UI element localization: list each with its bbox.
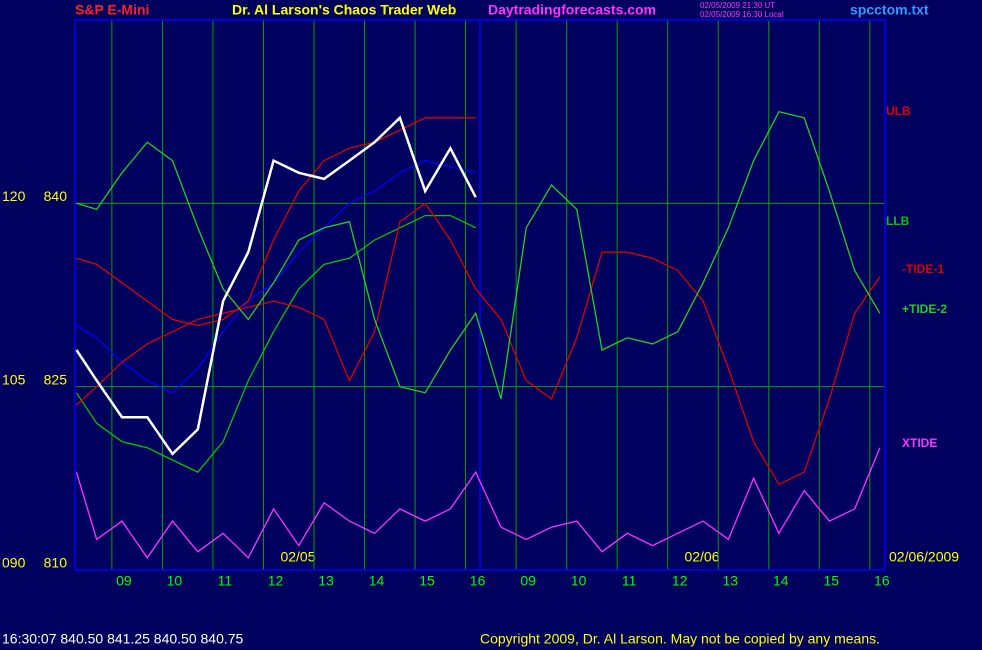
x-tick-label: 16 [874,573,890,589]
x-tick-label: 10 [571,573,587,589]
y2-tick-label: 105 [2,371,26,387]
x-tick-label: 15 [419,573,435,589]
date-label: 02/06 [684,549,719,565]
chart-title: Dr. Al Larson's Chaos Trader Web [232,2,456,18]
y2-tick-label: 090 [2,555,26,571]
x-tick-label: 13 [722,573,738,589]
file-name: spcctom.txt [850,2,929,18]
series-line [75,115,477,456]
x-tick-label: 14 [773,573,789,589]
x-tick-label: 10 [167,573,183,589]
series-line [76,202,881,486]
site: Daytradingforecasts.com [488,2,656,18]
legend-label: LLB [886,214,910,228]
y-tick-label: 810 [44,555,68,571]
timestamp-local: 02/05/2009 16:30 Local [700,10,784,19]
date-label: 02/06/2009 [889,549,959,565]
x-tick-label: 15 [824,573,840,589]
y-tick-label: 840 [44,188,68,204]
series-line [76,110,881,400]
series-line [75,447,881,559]
x-tick-label: 13 [318,573,334,589]
series-line [75,214,476,474]
y2-tick-label: 120 [2,188,26,204]
x-tick-label: 16 [470,573,486,589]
date-label: 02/05 [280,549,315,565]
legend-label: ULB [886,104,911,118]
x-tick-label: 11 [218,573,233,589]
x-tick-label: 09 [520,573,536,589]
x-tick-label: 12 [268,573,284,589]
x-tick-label: 09 [116,573,132,589]
legend-label: XTIDE [902,436,937,450]
legend-label: +TIDE-2 [902,302,947,316]
x-tick-label: 12 [672,573,688,589]
legend-label: -TIDE-1 [902,262,944,276]
series-line [76,117,476,327]
y-tick-label: 825 [44,371,68,387]
x-tick-label: 11 [622,573,637,589]
instrument: S&P E-Mini [75,2,149,18]
timestamp-ut: 02/05/2009 21:30 UT [700,1,775,10]
copyright: Copyright 2009, Dr. Al Larson. May not b… [480,631,880,647]
x-tick-label: 14 [369,573,385,589]
quote-line: 16:30:07 840.50 841.25 840.50 840.75 [2,631,244,647]
